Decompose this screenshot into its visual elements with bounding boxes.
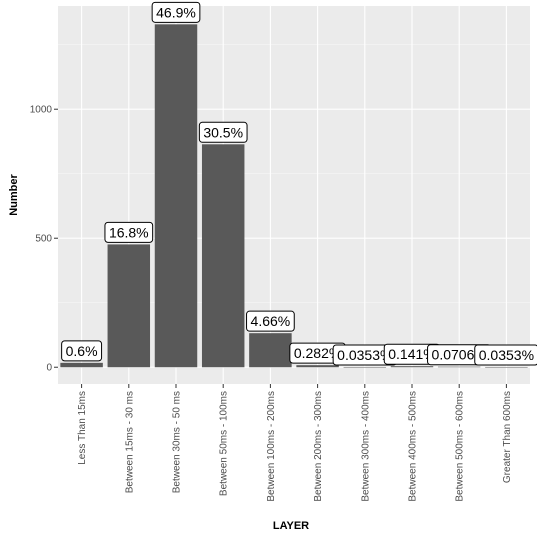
x-tick-label: Between 50ms - 100ms: [219, 391, 230, 496]
bar-label-text: 0.6%: [66, 343, 98, 359]
x-tick-label: Between 300ms - 400ms: [360, 391, 371, 502]
x-axis: Less Than 15ms Between 15ms - 30 ms Betwee…: [77, 384, 513, 502]
bar-label: 0.0353%: [332, 344, 397, 366]
bar: [437, 366, 481, 368]
bar-label-text: 46.9%: [156, 4, 196, 20]
x-tick-label: Between 100ms - 200ms: [266, 391, 277, 502]
bar-label-box: [104, 221, 154, 243]
bar: [60, 362, 103, 368]
bar-labels: 0.6%16.8%46.9%30.5%4.66%0.282%0.0353%0.1…: [61, 1, 537, 366]
x-tick-label: Between 30ms - 50 ms: [172, 391, 183, 493]
bar-label-box: [151, 1, 201, 23]
bar: [343, 366, 387, 368]
bar: [201, 144, 245, 368]
bar-label-text: 0.0706%: [432, 347, 487, 363]
bar-label: 0.282%: [289, 342, 346, 364]
bar-label: 46.9%: [151, 1, 201, 23]
x-tick-label: Greater Than 600ms: [502, 391, 513, 483]
bar-label-text: 16.8%: [109, 224, 149, 240]
y-tick-label: 500: [35, 234, 52, 245]
bar-label: 0.0353%: [474, 344, 537, 366]
x-tick-label: Between 15ms - 30 ms: [124, 391, 135, 493]
bar: [296, 365, 339, 368]
bar-label: 30.5%: [198, 121, 248, 143]
bar: [249, 333, 292, 368]
x-tick-label: Between 200ms - 300ms: [313, 391, 324, 502]
bar: [485, 366, 528, 368]
bar-label-text: 0.282%: [294, 345, 341, 361]
bars: [60, 24, 528, 368]
y-tick-label: 1000: [30, 105, 53, 116]
y-tick-label: 0: [46, 363, 52, 374]
bar-label-box: [246, 310, 295, 332]
y-axis: 0 500 1000: [30, 105, 58, 374]
bar-label: 16.8%: [104, 221, 154, 243]
bar: [107, 244, 151, 368]
y-axis-title: Number: [8, 174, 20, 216]
bar-label: 0.6%: [61, 340, 103, 362]
bar-label-text: 0.141%: [388, 346, 435, 362]
bar-label-text: 0.0353%: [337, 347, 392, 363]
bar: [154, 24, 198, 368]
bar-label-text: 30.5%: [203, 124, 243, 140]
bar-label-box: [61, 340, 103, 362]
x-axis-title: LAYER: [273, 520, 309, 532]
bar-label-box: [474, 344, 537, 366]
bar: [390, 366, 434, 368]
x-tick-label: Between 400ms - 500ms: [408, 391, 419, 502]
x-tick-label: Between 500ms - 600ms: [455, 391, 466, 502]
bar-label-box: [198, 121, 248, 143]
bar-label: 4.66%: [246, 310, 295, 332]
bar-label-text: 4.66%: [251, 313, 291, 329]
x-tick-label: Less Than 15ms: [77, 391, 88, 465]
bar-label-text: 0.0353%: [479, 347, 534, 363]
bar-label: 0.141%: [383, 343, 441, 365]
